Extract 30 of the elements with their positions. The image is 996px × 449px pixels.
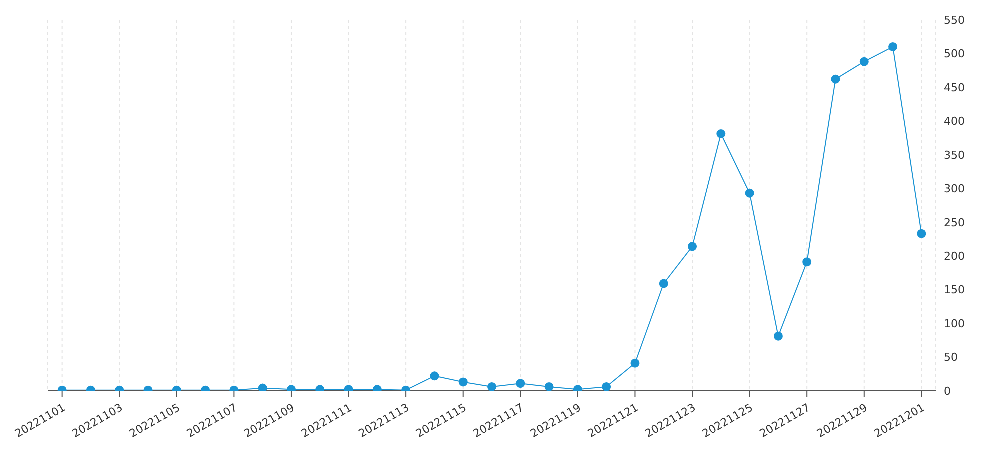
point xyxy=(774,332,783,341)
point xyxy=(888,42,898,52)
point xyxy=(831,74,840,84)
y-tick-label: 250 xyxy=(944,216,965,230)
y-tick-label: 150 xyxy=(944,284,965,297)
y-tick-label: 200 xyxy=(944,250,965,263)
point xyxy=(430,372,440,381)
point xyxy=(544,382,554,391)
y-tick-label: 400 xyxy=(944,115,965,128)
point xyxy=(516,379,526,388)
point xyxy=(802,258,812,267)
y-tick-label: 300 xyxy=(944,182,965,196)
point xyxy=(458,378,468,387)
point xyxy=(630,358,640,368)
point xyxy=(917,229,926,238)
point xyxy=(659,279,668,288)
y-tick-label: 550 xyxy=(944,14,965,27)
y-tick-label: 100 xyxy=(944,317,965,330)
point xyxy=(688,242,698,252)
point xyxy=(258,384,268,391)
y-tick-label: 450 xyxy=(944,81,965,94)
y-tick-label: 50 xyxy=(944,351,958,364)
point xyxy=(602,382,612,391)
y-tick-label: 350 xyxy=(944,148,965,162)
point xyxy=(488,382,496,391)
y-tick-label: 0 xyxy=(944,384,951,398)
y-tick-label: 500 xyxy=(944,48,965,61)
point xyxy=(745,188,754,198)
point xyxy=(716,130,726,138)
point xyxy=(860,57,869,66)
